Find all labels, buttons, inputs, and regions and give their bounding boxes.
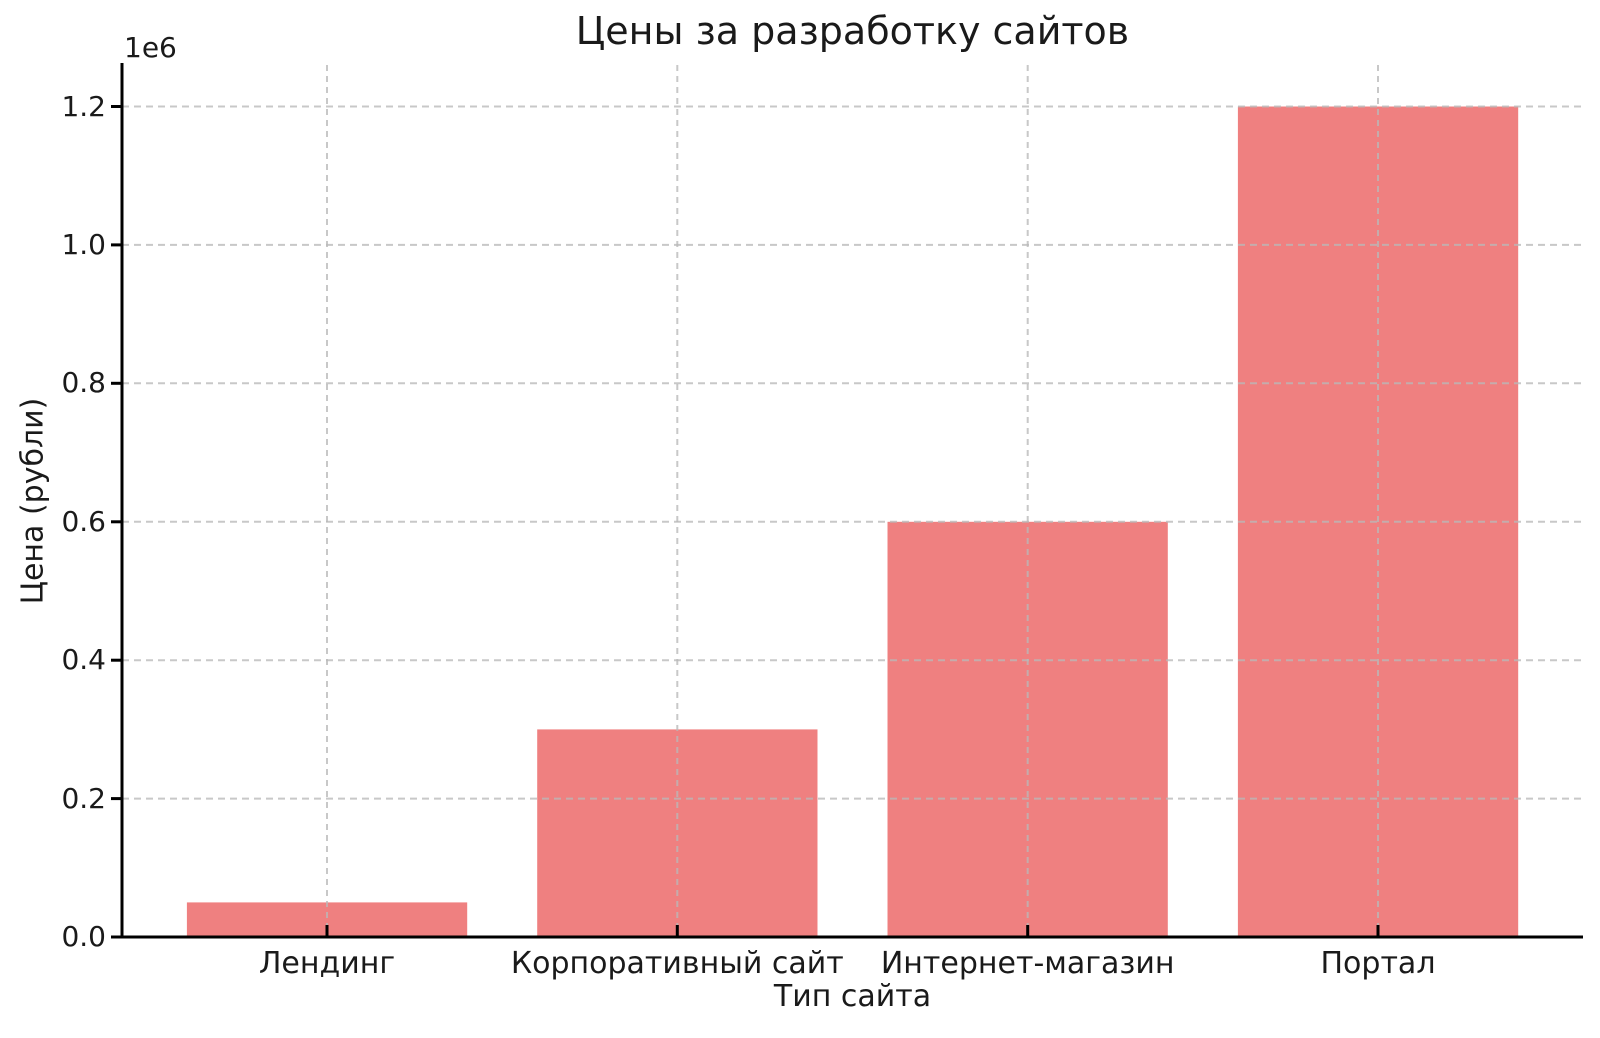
y-tick-label-6: 1.2 — [61, 89, 106, 123]
x-axis-label: Тип сайта — [773, 979, 932, 1014]
x-tick-label-3: Портал — [1320, 946, 1436, 981]
chart-title: Цены за разработку сайтов — [575, 9, 1130, 53]
x-tick-label-2: Интернет-магазин — [880, 946, 1175, 981]
y-tick-label-2: 0.4 — [61, 643, 106, 677]
y-tick-label-1: 0.2 — [61, 781, 106, 815]
y-tick-label-0: 0.0 — [61, 919, 106, 953]
x-tick-label-0: Лендинг — [258, 946, 396, 981]
y-tick-label-5: 1.0 — [61, 227, 106, 261]
x-tick-label-1: Корпоративный сайт — [510, 946, 844, 981]
y-axis-label: Цена (рубли) — [15, 397, 51, 605]
y-tick-label-4: 0.8 — [61, 366, 106, 400]
y-axis-offset-text: 1e6 — [124, 31, 177, 64]
y-tick-label-3: 0.6 — [61, 504, 106, 538]
